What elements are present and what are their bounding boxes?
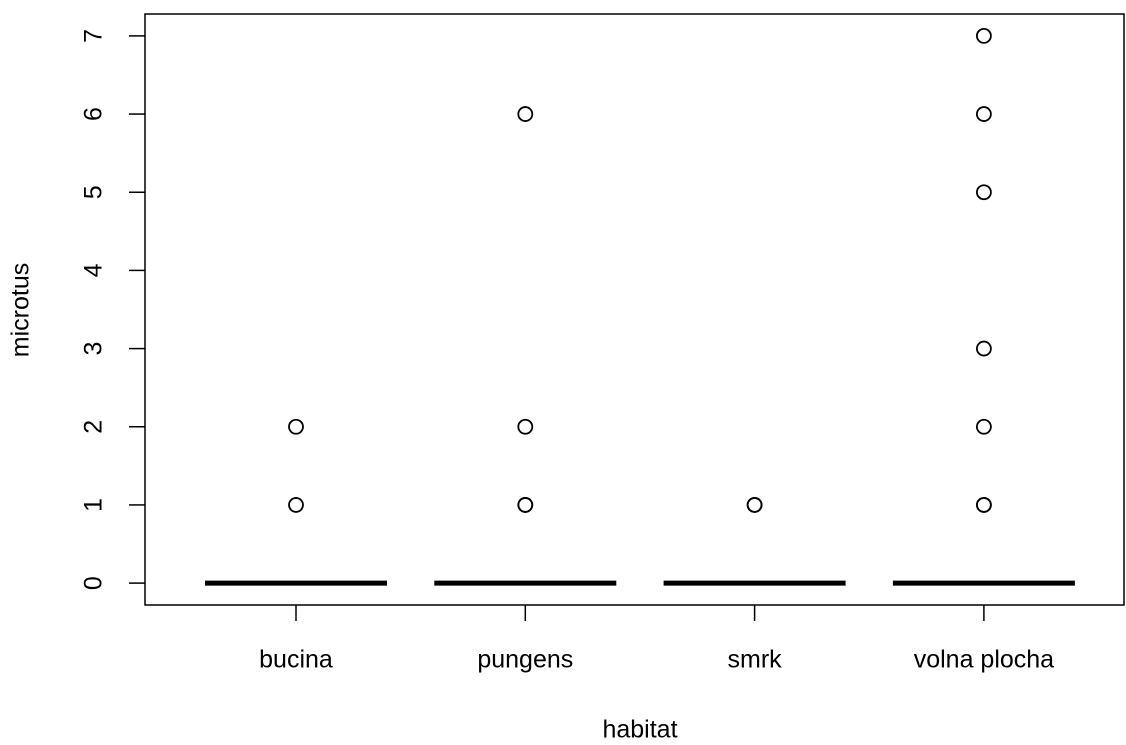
outlier [517,418,534,435]
y-tick-label: 1 [80,498,108,512]
outlier [976,184,992,201]
x-tick-label: volna plocha [914,646,1054,674]
outlier [517,497,534,513]
outlier [976,106,992,122]
x-tick-label: smrk [728,646,783,674]
outlier [976,27,992,44]
outlier [976,497,992,513]
y-tick-label: 7 [80,29,108,43]
x-axis-title: habitat [602,716,677,744]
outlier [976,418,992,435]
y-tick-label: 4 [80,263,108,277]
outlier [517,106,534,122]
y-tick-label: 5 [80,185,108,199]
y-axis-title: microtus [7,263,35,357]
y-tick-label: 3 [80,342,108,356]
y-tick-label: 2 [80,420,108,434]
y-tick-label: 0 [80,576,108,590]
y-tick-label: 6 [80,107,108,121]
plot-frame [144,13,1125,606]
outlier [976,340,992,357]
outlier [746,497,763,513]
x-tick-label: bucina [259,646,333,674]
outlier [288,418,304,435]
outlier [288,497,304,513]
x-tick-label: pungens [477,646,573,674]
